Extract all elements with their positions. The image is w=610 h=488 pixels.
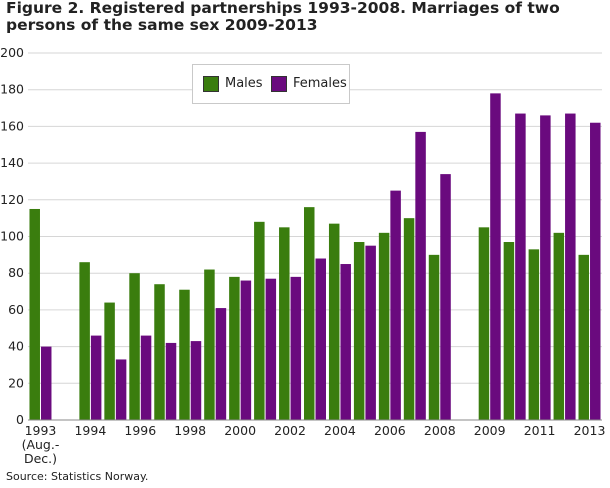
x-tick-label: 2013 [574, 423, 606, 438]
x-tick-label: 1994 [74, 423, 106, 438]
y-tick-label: 100 [0, 229, 24, 244]
y-tick-label: 200 [0, 45, 24, 60]
legend-label-males: Males [225, 76, 263, 91]
bar-females [515, 113, 526, 421]
x-tick-label: 1996 [124, 423, 156, 438]
x-tick-label: 1998 [174, 423, 206, 438]
bar-males [229, 276, 240, 420]
bar-males [204, 269, 215, 420]
bar-females [415, 131, 426, 420]
bar-males [353, 242, 365, 420]
bar-males [129, 273, 140, 420]
bar-chart: 0 20 40 60 80 100 120 140 160 180 200 1993(Aug.-Dec… [0, 45, 606, 466]
bar-females [340, 264, 351, 420]
bar-females [90, 335, 102, 420]
y-tick-label: 40 [8, 339, 24, 354]
bar-males [79, 262, 90, 420]
bar-females [115, 359, 127, 420]
bar-males [478, 227, 490, 420]
bar-males [104, 302, 115, 420]
legend-swatch-males [203, 76, 219, 92]
bar-males [553, 232, 565, 420]
bar-females [265, 278, 277, 420]
y-tick-label: 160 [0, 118, 24, 133]
bar-females [365, 245, 376, 420]
y-tick-label: 0 [16, 412, 24, 427]
x-tick-label: 2008 [424, 423, 456, 438]
x-tick-label: 1993 [25, 423, 57, 438]
bar-males [279, 227, 290, 420]
bar-males [403, 218, 415, 420]
y-tick-label: 120 [0, 192, 24, 207]
bar-males [254, 221, 265, 420]
bar-males [29, 208, 40, 420]
x-tick-label: 2006 [374, 423, 406, 438]
y-tick-label: 60 [8, 302, 24, 317]
y-tick-label: 140 [0, 155, 24, 170]
bar-females [140, 335, 152, 420]
bar-females [40, 346, 52, 420]
bar-females [315, 258, 326, 420]
x-tick-label: 2000 [224, 423, 256, 438]
bar-males [328, 223, 340, 420]
bar-females [440, 174, 451, 420]
y-tick-label: 80 [8, 265, 24, 280]
bar-males [304, 207, 315, 420]
bar-females [190, 341, 202, 420]
bar-females [565, 113, 576, 421]
bar-females [290, 276, 302, 420]
x-tick-label: Dec.) [24, 451, 57, 466]
y-tick-label: 180 [0, 82, 24, 97]
x-tick-label: 2011 [524, 423, 556, 438]
bar-females [490, 93, 501, 421]
bar-females [590, 122, 601, 420]
bar-males [179, 289, 190, 420]
legend-label-females: Females [293, 76, 347, 91]
bar-females [215, 308, 227, 420]
chart-title: Figure 2. Registered partnerships 1993-2… [6, 0, 560, 34]
x-tick-label: 2009 [474, 423, 506, 438]
bar-males [378, 232, 390, 420]
x-tick-label: (Aug.- [22, 437, 60, 452]
legend-swatch-females [271, 76, 287, 92]
x-tick-label: 2002 [274, 423, 306, 438]
bar-females [540, 115, 551, 420]
x-tick-label: 2004 [324, 423, 356, 438]
y-tick-label: 20 [8, 375, 24, 390]
source-note: Source: Statistics Norway. [6, 470, 149, 483]
bar-females [165, 342, 177, 420]
bar-females [240, 280, 252, 420]
bar-females [390, 190, 401, 420]
bar-males [503, 242, 515, 420]
bar-males [528, 249, 540, 420]
legend: Males Females [192, 64, 350, 104]
bar-males [154, 284, 165, 420]
bar-males [428, 254, 440, 420]
bar-males [578, 254, 590, 420]
